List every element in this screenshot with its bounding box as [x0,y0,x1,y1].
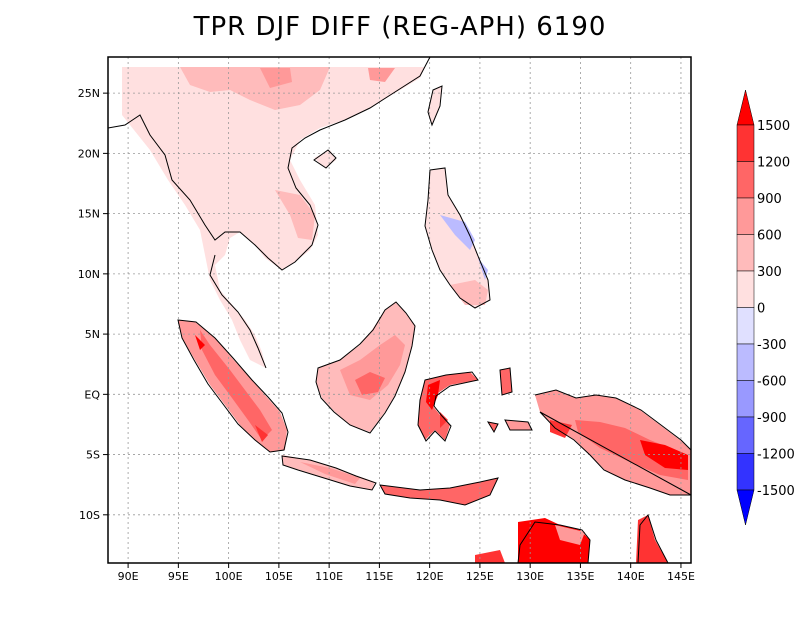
colorbar-swatch [736,416,755,454]
colorbar-swatch [736,234,755,272]
colorbar-label: 900 [757,192,782,207]
lat-tick-label: 10S [79,509,100,522]
lat-tick-label: 5S [86,449,100,462]
colorbar-label: -900 [757,411,787,426]
lon-tick-label: 120E [416,570,444,583]
lon-tick-label: 115E [365,570,393,583]
map-title: TPR DJF DIFF (REG-APH) 6190 [193,12,607,42]
lat-tick-label: 25N [78,87,100,100]
lon-tick-label: 135E [566,570,594,583]
colorbar-label: 0 [757,302,765,317]
lon-ticks: 90E 95E 100E 105E 110E 115E 120E 125E 130E 135E 14… [118,563,695,583]
lat-ticks: 25N 20N 15N 10N 5N EQ 5S 10S [78,87,108,522]
colorbar-label: 1500 [757,119,790,134]
colorbar-swatch [736,161,755,199]
colorbar-swatch [736,453,755,491]
colorbar-label: -300 [757,338,787,353]
colorbar-swatch [736,124,755,162]
lat-tick-label: EQ [84,388,100,401]
lon-tick-label: 125E [466,570,494,583]
lon-tick-label: 105E [265,570,293,583]
lon-tick-label: 140E [617,570,645,583]
lon-tick-label: 90E [118,570,139,583]
grid-lines [108,57,691,563]
colorbar-swatch [736,197,755,235]
colorbar-top-arrow [736,89,755,126]
colorbar-swatch [736,270,755,308]
colorbar-label: -600 [757,375,787,390]
lat-tick-label: 15N [78,208,100,221]
colorbar-swatch [736,380,755,418]
region-mainland-asia [122,67,425,368]
map-frame [107,56,692,564]
lat-tick-label: 10N [78,268,100,281]
lon-tick-label: 95E [168,570,189,583]
lon-tick-label: 110E [315,570,343,583]
region-philippines [425,168,490,308]
lon-tick-label: 130E [516,570,544,583]
coastlines [108,57,691,563]
lon-tick-label: 145E [667,570,695,583]
shaded-field [122,67,691,563]
colorbar-swatch [736,343,755,381]
lon-tick-label: 100E [215,570,243,583]
lat-tick-label: 5N [85,328,100,341]
lat-tick-label: 20N [78,147,100,160]
colorbar: 1500 1200 900 600 300 0 -300 -600 -900 -1200 -1500 [736,89,795,526]
colorbar-label: 1200 [757,156,790,171]
colorbar-bottom-arrow [736,489,755,526]
colorbar-label: -1200 [757,448,795,463]
colorbar-label: -1500 [757,484,795,499]
colorbar-swatch [736,307,755,345]
colorbar-label: 300 [757,265,782,280]
colorbar-label: 600 [757,229,782,244]
